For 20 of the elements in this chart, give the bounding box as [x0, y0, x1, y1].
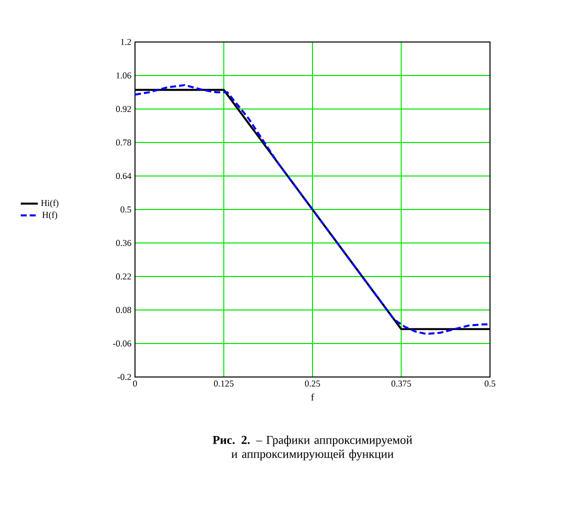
x-tick-label: 0.25 — [304, 380, 320, 387]
x-tick-label: 0.125 — [214, 380, 234, 387]
y-tick-label: 0.22 — [116, 273, 131, 280]
x-tick-label: 0 — [133, 380, 137, 387]
y-tick-label: 0.5 — [120, 206, 132, 213]
y-tick-label: -0.2 — [118, 374, 131, 380]
y-tick-label: 0.64 — [116, 172, 132, 180]
x-tick-label: 0.5 — [484, 380, 496, 387]
legend-label: H(f) — [42, 211, 58, 220]
y-tick-label: 0.78 — [116, 139, 132, 146]
y-tick-label: 0.36 — [116, 240, 132, 246]
y-tick-label: -0.06 — [113, 340, 132, 347]
legend-label: Hi(f) — [41, 200, 58, 208]
x-axis-title: f — [311, 394, 314, 401]
text: Рис. 2. – Графики аппроксимируемой и аппроксимирующей функции — [212, 436, 412, 460]
x-tick-label: 0.375 — [391, 380, 412, 387]
y-tick-label: 1.2 — [121, 38, 131, 46]
y-tick-label: 0.08 — [116, 306, 132, 314]
y-tick-label: 1.06 — [116, 72, 132, 79]
y-tick-label: 0.92 — [116, 106, 131, 112]
